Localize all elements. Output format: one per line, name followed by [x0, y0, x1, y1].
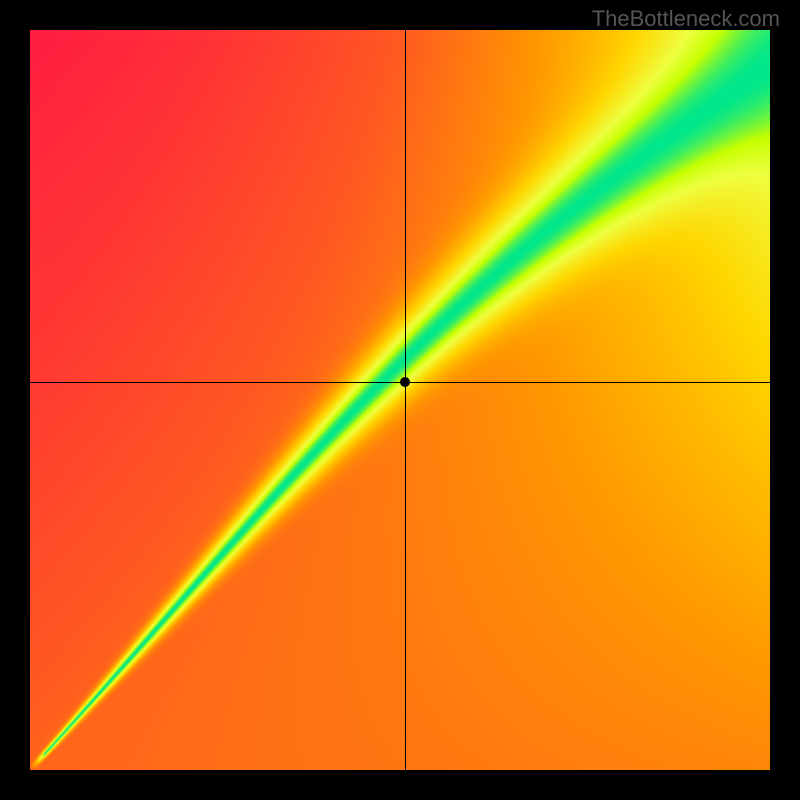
- heatmap-chart: [30, 30, 770, 770]
- watermark-text: TheBottleneck.com: [592, 6, 780, 32]
- crosshair-dot: [400, 377, 410, 387]
- heatmap-canvas: [30, 30, 770, 770]
- crosshair-vertical: [405, 30, 406, 770]
